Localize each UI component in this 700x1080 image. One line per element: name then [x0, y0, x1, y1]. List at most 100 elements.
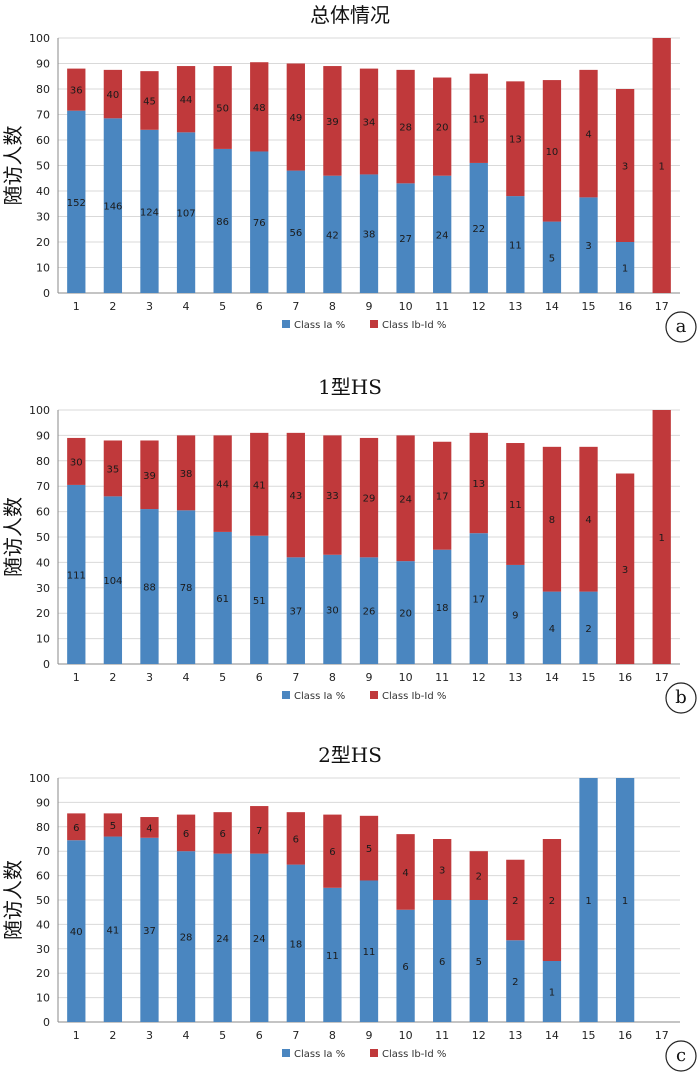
bar-class-ib-id	[579, 446, 598, 592]
bar-class-ib-id	[140, 71, 159, 130]
x-tick-label: 7	[292, 1029, 299, 1042]
bar-class-ia	[396, 561, 415, 664]
y-tick-label: 80	[36, 821, 50, 834]
panel-label: a	[676, 316, 687, 337]
y-tick-label: 70	[36, 109, 50, 122]
x-tick-label: 1	[73, 1029, 80, 1042]
bar-class-ia	[213, 853, 232, 1022]
bar-class-ib-id	[286, 432, 305, 558]
data-label-class-ia: 61	[216, 594, 229, 605]
data-label-class-ia: 42	[326, 230, 339, 241]
x-tick-label: 2	[109, 300, 116, 313]
x-tick-label: 16	[618, 671, 632, 684]
data-label-class-ia: 2	[585, 624, 591, 635]
y-tick-label: 90	[36, 429, 50, 442]
bar-class-ib-id	[103, 69, 123, 119]
bar-class-ib-id	[469, 851, 488, 900]
data-label-class-ib-id: 49	[289, 113, 302, 124]
data-label-class-ia: 88	[143, 583, 156, 594]
data-label-class-ib-id: 7	[256, 826, 262, 837]
bar-class-ib-id	[323, 814, 342, 888]
data-label-class-ia: 1	[585, 896, 591, 907]
data-label-class-ib-id: 3	[622, 162, 628, 173]
x-tick-label: 7	[292, 671, 299, 684]
x-tick-label: 3	[146, 671, 153, 684]
bar-class-ia	[579, 778, 598, 1022]
bar-class-ia	[506, 196, 525, 293]
x-tick-label: 6	[256, 1029, 263, 1042]
data-label-class-ib-id: 44	[216, 480, 229, 491]
x-tick-label: 11	[435, 300, 449, 313]
legend-swatch	[282, 320, 290, 328]
bar-class-ib-id	[469, 432, 488, 534]
panel-label-circle	[665, 682, 697, 714]
bar-class-ib-id	[359, 68, 379, 175]
x-tick-label: 13	[508, 1029, 522, 1042]
data-label-class-ib-id: 41	[253, 480, 266, 491]
bar-class-ia	[433, 175, 452, 293]
bar-class-ib-id	[652, 410, 671, 664]
data-label-class-ia: 1	[622, 896, 628, 907]
data-label-class-ia: 24	[436, 230, 449, 241]
y-tick-label: 50	[36, 160, 50, 173]
data-label-class-ia: 56	[289, 228, 302, 239]
bar-class-ib-id	[433, 839, 452, 900]
bar-class-ib-id	[176, 66, 196, 133]
x-tick-label: 6	[256, 300, 263, 313]
bar-class-ib-id	[286, 63, 305, 171]
bar-class-ia	[469, 533, 488, 664]
bar-class-ia	[103, 496, 123, 664]
data-label-class-ia: 1	[622, 264, 628, 275]
bar-class-ib-id	[103, 440, 123, 497]
data-label-class-ia: 6	[402, 962, 408, 973]
bar-class-ib-id	[140, 440, 159, 510]
data-label-class-ib-id: 39	[143, 471, 156, 482]
bar-class-ia	[323, 175, 342, 293]
data-label-class-ib-id: 43	[289, 491, 302, 502]
bar-class-ib-id	[396, 435, 415, 562]
y-tick-label: 100	[29, 32, 50, 45]
data-label-class-ib-id: 1	[659, 162, 665, 173]
x-tick-label: 17	[655, 1029, 669, 1042]
data-label-class-ia: 9	[512, 610, 518, 621]
data-label-class-ib-id: 6	[219, 829, 225, 840]
data-label-class-ib-id: 48	[253, 103, 266, 114]
data-label-class-ib-id: 35	[107, 464, 120, 475]
bar-class-ia	[140, 837, 159, 1022]
y-tick-label: 100	[29, 772, 50, 785]
data-label-class-ib-id: 13	[472, 479, 485, 490]
data-label-class-ib-id: 15	[472, 114, 485, 125]
bar-class-ib-id	[176, 814, 196, 852]
data-label-class-ia: 24	[253, 934, 266, 945]
legend-label: Class Ia %	[294, 1049, 345, 1060]
legend-label: Class Ib-Id %	[382, 691, 446, 702]
bar-class-ib-id	[433, 441, 452, 550]
data-label-class-ib-id: 29	[363, 494, 376, 505]
x-tick-label: 16	[618, 300, 632, 313]
y-tick-label: 10	[36, 262, 50, 275]
x-tick-label: 10	[399, 671, 413, 684]
x-tick-label: 4	[183, 300, 190, 313]
x-tick-label: 13	[508, 671, 522, 684]
x-tick-label: 5	[219, 1029, 226, 1042]
bar-class-ia	[615, 778, 635, 1022]
bar-class-ia	[396, 909, 415, 1022]
data-label-class-ib-id: 50	[216, 103, 229, 114]
data-label-class-ib-id: 3	[622, 565, 628, 576]
data-label-class-ia: 27	[399, 234, 412, 245]
bar-class-ib-id	[323, 435, 342, 555]
y-tick-label: 10	[36, 633, 50, 646]
bar-class-ia	[396, 183, 415, 293]
y-tick-label: 60	[36, 134, 50, 147]
data-label-class-ib-id: 2	[512, 896, 518, 907]
bar-class-ib-id	[250, 806, 269, 854]
data-label-class-ia: 40	[70, 927, 83, 938]
data-label-class-ib-id: 2	[549, 896, 555, 907]
bar-class-ia	[250, 535, 269, 664]
data-label-class-ib-id: 36	[70, 86, 83, 97]
x-tick-label: 11	[435, 1029, 449, 1042]
data-label-class-ia: 1	[549, 988, 555, 999]
y-tick-label: 80	[36, 455, 50, 468]
x-tick-label: 12	[472, 1029, 486, 1042]
bar-class-ia	[323, 887, 342, 1022]
